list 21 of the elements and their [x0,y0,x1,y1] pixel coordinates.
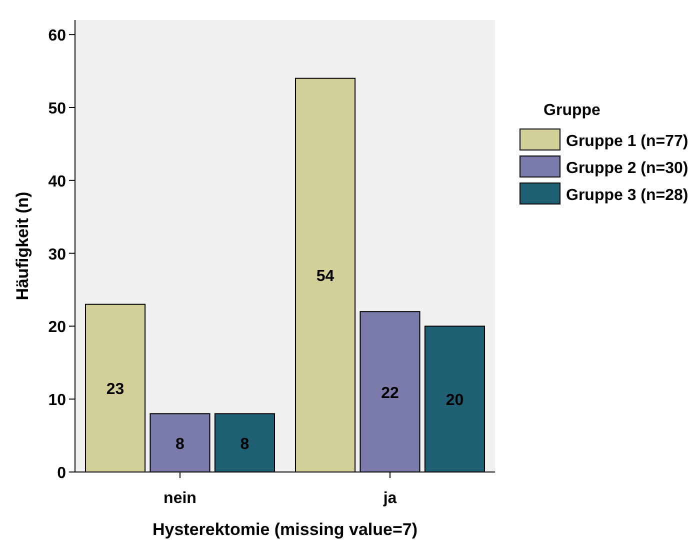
y-tick-label: 60 [48,28,66,45]
y-axis-title: Häufigkeit (n) [13,192,32,300]
x-tick-label: ja [382,490,397,507]
x-axis-title: Hysterektomie (missing value=7) [152,520,418,539]
x-tick-label: nein [164,490,196,507]
y-tick-label: 10 [48,392,66,410]
y-tick-label: 0 [57,465,66,482]
data-label: 20 [446,392,464,410]
y-tick-label: 40 [48,173,66,190]
legend-title: Gruppe [544,102,601,119]
legend-label: Gruppe 1 (n=77) [566,133,688,150]
legend-label: Gruppe 2 (n=30) [566,160,688,177]
data-label: 8 [176,436,185,453]
y-tick-label: 30 [48,246,66,264]
data-label: 54 [316,268,334,286]
y-tick-label: 20 [48,319,66,336]
y-tick-label: 50 [48,100,66,118]
data-label: 22 [381,384,399,402]
legend-label: Gruppe 3 (n=28) [566,187,688,204]
data-label: 8 [240,436,250,453]
data-label: 23 [106,381,124,398]
